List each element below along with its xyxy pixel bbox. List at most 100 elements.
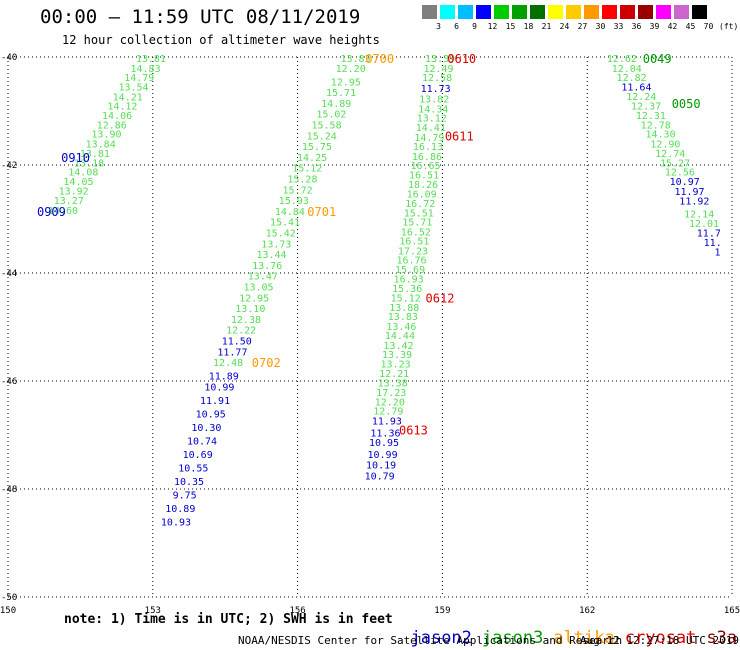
- wave-height-label: 15.75: [302, 142, 332, 153]
- colorbar-swatch: [584, 5, 599, 19]
- wave-height-label: 14.41: [416, 123, 446, 134]
- wave-height-label: 14.30: [646, 130, 676, 141]
- wave-height-label: 13.76: [252, 261, 282, 272]
- wave-height-label: 12.20: [336, 64, 366, 75]
- wave-height-label: 12.38: [231, 315, 261, 326]
- wave-height-label: 15.02: [316, 110, 346, 121]
- wave-height-label: 13.92: [59, 186, 89, 197]
- wave-height-label: 10.97: [670, 177, 700, 188]
- pass-time-label: 0701: [307, 205, 336, 219]
- wave-height-label: 13.88: [389, 303, 419, 314]
- wave-height-label: 13.38: [378, 379, 408, 390]
- wave-height-label: 14.08: [68, 167, 98, 178]
- chart-grid: [7, 56, 733, 598]
- wave-height-label: 12.95: [239, 293, 269, 304]
- footer-note: note: 1) Time is in UTC; 2) SWH is in fe…: [64, 612, 393, 627]
- wave-height-label: 12.04: [612, 64, 642, 75]
- wave-height-label: 10.99: [204, 382, 234, 393]
- wave-height-label: 12.62: [607, 54, 637, 65]
- wave-height-label: 11.91: [200, 396, 230, 407]
- wave-height-label: 15.41: [270, 218, 300, 229]
- legend-jason3: jason3: [481, 628, 544, 648]
- wave-height-label: 15.12: [391, 293, 421, 304]
- wave-height-label: 12.22: [226, 326, 256, 337]
- colorbar-label: (ft): [719, 22, 739, 31]
- wave-height-label: 13.47: [248, 272, 278, 283]
- wave-height-label: 11.50: [222, 337, 252, 348]
- wave-height-label: 16.52: [401, 227, 431, 238]
- x-tick-label: 153: [145, 606, 161, 616]
- wave-height-label: 13.39: [425, 54, 455, 65]
- colorbar-swatch: [674, 5, 689, 19]
- wave-height-label: 13.54: [118, 83, 148, 94]
- x-tick-label: 159: [434, 606, 450, 616]
- wave-height-label: 16.86: [412, 152, 442, 163]
- wave-height-label: 15.51: [404, 209, 434, 220]
- wave-height-label: 13.18: [74, 158, 104, 169]
- wave-height-label: 10.95: [196, 409, 226, 420]
- wave-height-label: 13.05: [243, 283, 273, 294]
- wave-height-label: 13.83: [388, 312, 418, 323]
- wave-height-label: 12.90: [650, 139, 680, 150]
- wave-height-label: 16.76: [396, 256, 426, 267]
- wave-height-label: 1: [715, 247, 721, 258]
- wave-height-label: 13.82: [419, 95, 449, 106]
- colorbar-label: 12: [487, 22, 498, 31]
- wave-height-label: 12.74: [655, 149, 685, 160]
- wave-height-label: 11.93: [372, 416, 402, 427]
- wave-height-label: 13.73: [261, 239, 291, 250]
- wave-height-label: 10.69: [183, 450, 213, 461]
- colorbar-label: 36: [631, 22, 642, 31]
- colorbar-swatch: [620, 5, 635, 19]
- wave-height-label: 10.74: [187, 436, 217, 447]
- y-tick-label: -48: [1, 485, 17, 495]
- wave-height-label: 12.82: [617, 73, 647, 84]
- wave-height-label: 12.79: [373, 407, 403, 418]
- wave-height-label: 17.23: [398, 246, 428, 257]
- wave-height-label: 14.44: [385, 331, 415, 342]
- footer-credit: NOAA/NESDIS Center for Satellite Applica…: [238, 634, 623, 647]
- wave-height-label: 14.34: [418, 104, 448, 115]
- colorbar-label: 30: [595, 22, 606, 31]
- axis-ticks: 150 153 156 159 162 165 -40 -42 -44 -46 -48 -50: [0, 53, 740, 616]
- wave-height-label: 17.23: [376, 388, 406, 399]
- wave-height-label: 13.90: [91, 130, 121, 141]
- colorbar-swatch: [494, 5, 509, 19]
- y-tick-label: -46: [1, 377, 17, 387]
- wave-height-label: 13.46: [386, 322, 416, 333]
- wave-height-label: 13.84: [86, 139, 116, 150]
- x-tick-label: 156: [289, 606, 305, 616]
- wave-height-label: 10.99: [367, 450, 397, 461]
- wave-height-label: 12.49: [423, 64, 453, 75]
- wave-height-label: 12.31: [636, 111, 666, 122]
- pass-time-label: 0049: [643, 52, 672, 66]
- legend-jason2: jason2: [410, 628, 472, 648]
- colorbar-swatch: [440, 5, 455, 19]
- wave-height-label: 16.13: [413, 142, 443, 153]
- chart-subtitle: 12 hour collection of altimeter wave hei…: [62, 33, 380, 47]
- wave-height-label: 15.69: [395, 265, 425, 276]
- wave-height-label: 10.55: [178, 463, 208, 474]
- wave-height-label: 12.95: [331, 77, 361, 88]
- wave-height-label: 16.51: [399, 237, 429, 248]
- wave-height-label: 13.42: [383, 341, 413, 352]
- wave-height-label: 12.48: [213, 358, 243, 369]
- y-tick-label: -40: [1, 53, 17, 63]
- wave-height-label: 15.42: [266, 229, 296, 240]
- wave-height-label: 14.79: [124, 73, 154, 84]
- wave-height-label: 13.44: [256, 250, 286, 261]
- pass-time-label: 0611: [445, 129, 474, 143]
- wave-height-label: 10.95: [369, 438, 399, 449]
- wave-height-label: 14.83: [131, 64, 161, 75]
- legend-s3a: s3a: [706, 628, 738, 648]
- x-tick-label: 165: [724, 606, 740, 616]
- wave-height-label: 14.84: [275, 207, 305, 218]
- wave-height-label: 14.12: [107, 102, 137, 113]
- wave-height-label: 13.81: [80, 149, 110, 160]
- colorbar-label: 70: [703, 22, 714, 31]
- wave-height-label: 15.72: [283, 185, 313, 196]
- wave-height-label: 12.21: [379, 369, 409, 380]
- wave-height-label: 11.89: [209, 372, 239, 383]
- wave-height-label: 10.79: [365, 472, 395, 483]
